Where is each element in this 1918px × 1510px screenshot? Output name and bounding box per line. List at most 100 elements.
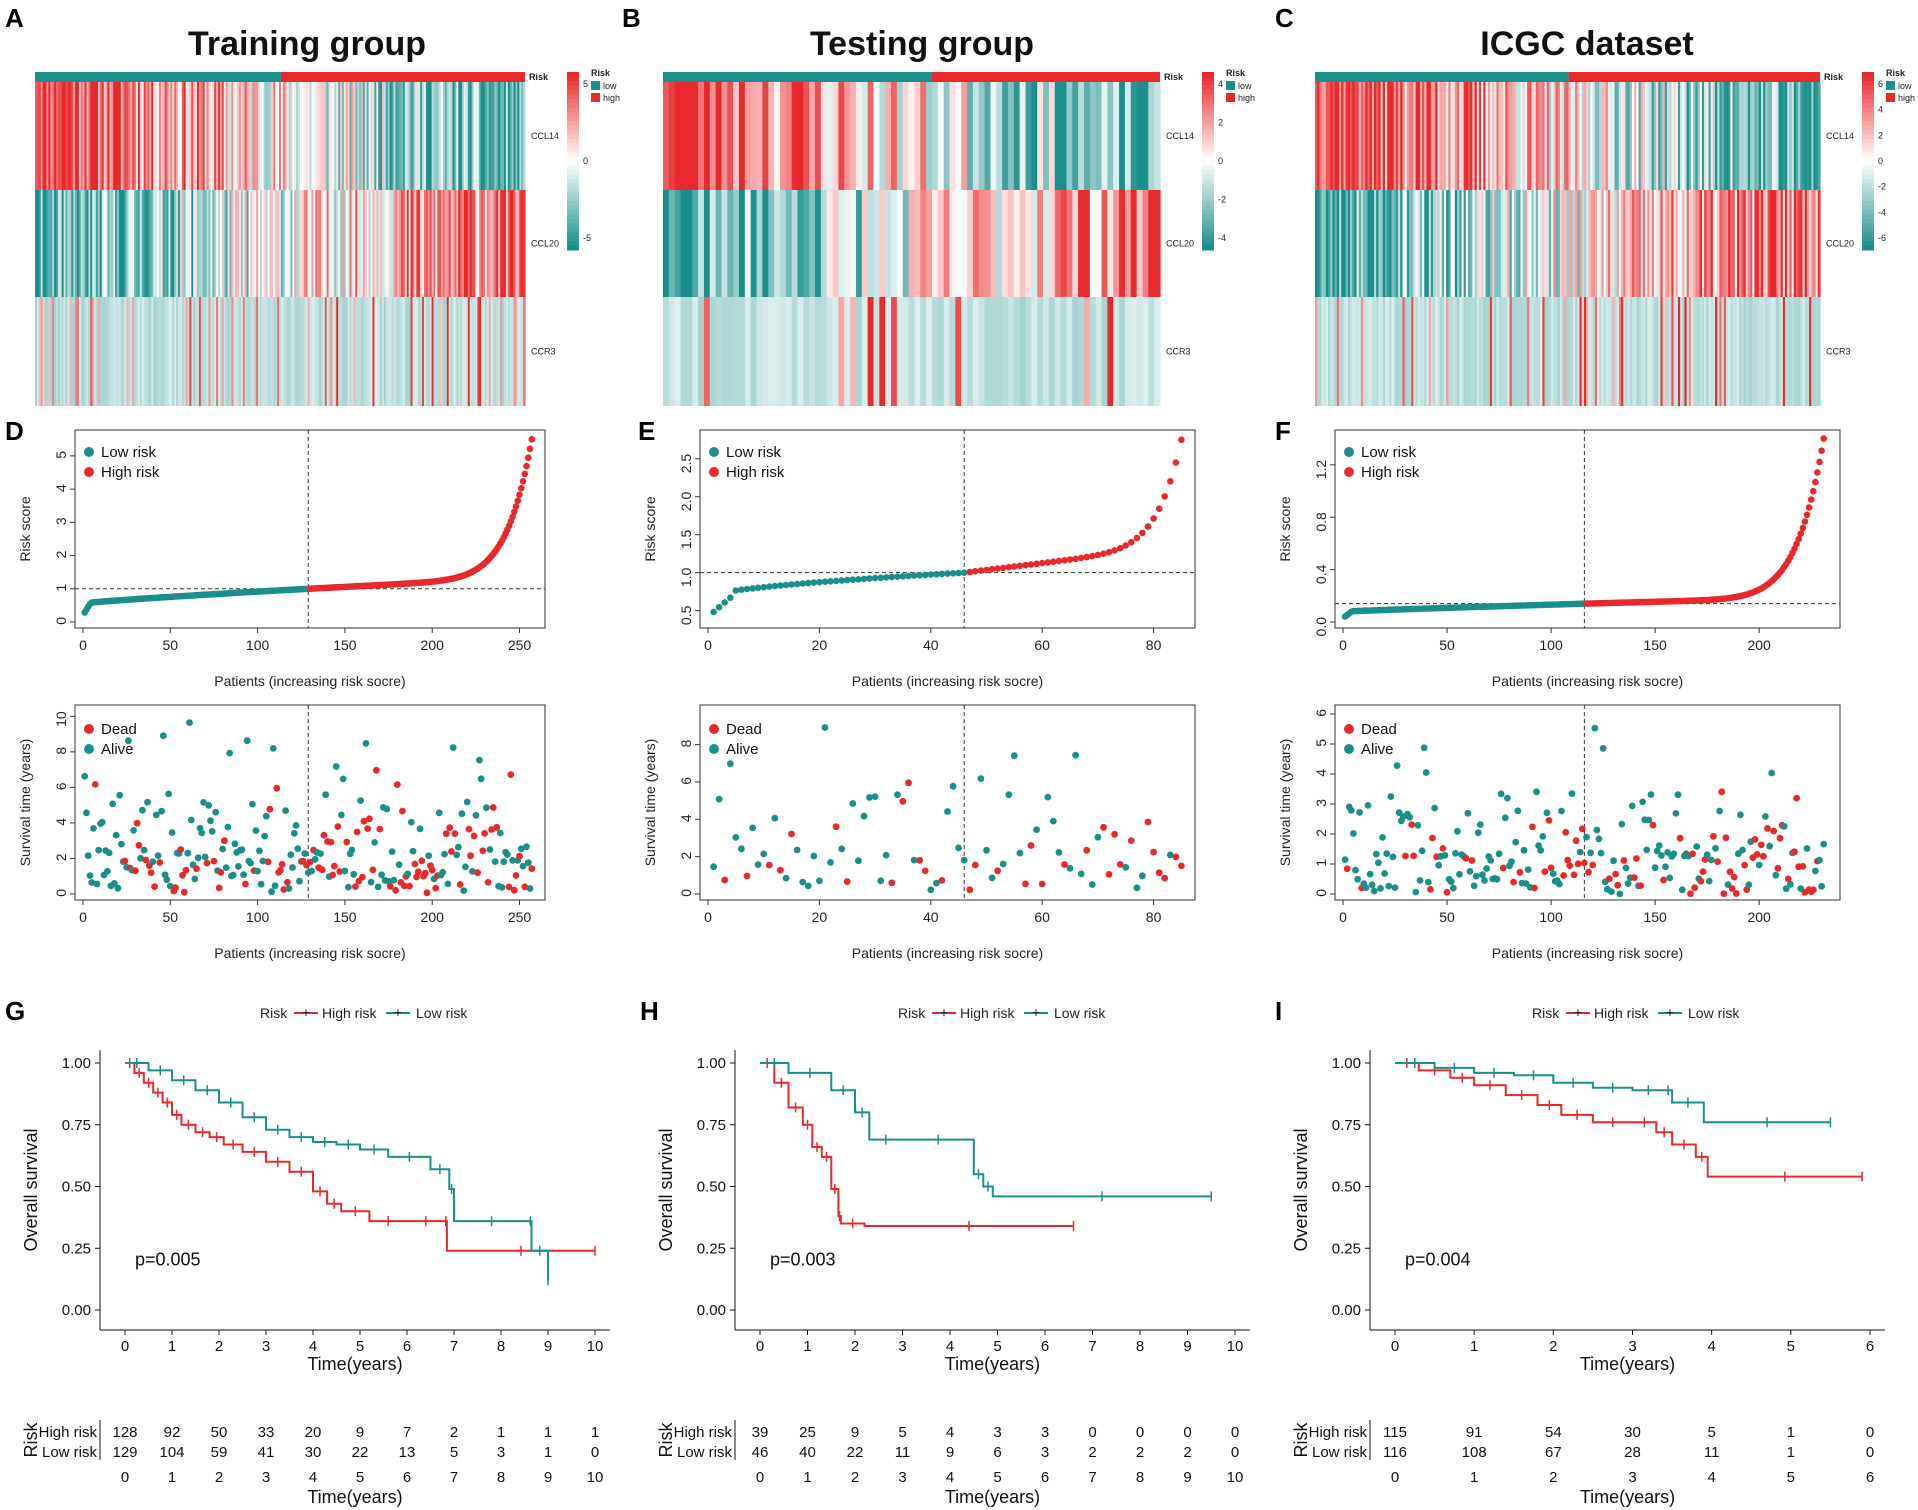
- heatmap-cell: [721, 82, 728, 190]
- heatmap-cell: [1581, 82, 1585, 190]
- survival-point: [1150, 848, 1157, 856]
- colorbar-step: [567, 116, 579, 122]
- heatmap-cell: [1347, 82, 1351, 190]
- heatmap-cell: [290, 82, 293, 190]
- heatmap-cell: [838, 190, 845, 297]
- heatmap-cell: [1599, 190, 1602, 297]
- heatmap-cell: [1433, 82, 1436, 190]
- legend-item-high: high: [1898, 93, 1915, 103]
- survival-point: [1364, 802, 1372, 809]
- table-cell-low: 116: [1383, 1444, 1407, 1461]
- survival-point: [1570, 871, 1578, 879]
- heatmap-cell: [1572, 82, 1576, 190]
- heatmap-cell: [82, 82, 86, 190]
- survival-point: [500, 858, 508, 866]
- risk-points: [81, 436, 536, 616]
- survival-point: [292, 822, 300, 829]
- survival-point: [1610, 857, 1617, 865]
- heatmap-cell: [1406, 82, 1410, 190]
- survival-point: [404, 870, 412, 878]
- heatmap-cell: [435, 297, 438, 406]
- table-cell-low: 13: [399, 1444, 416, 1461]
- heatmap-cell: [1380, 82, 1384, 190]
- survival-point: [345, 883, 352, 891]
- heatmap-cell: [469, 82, 473, 190]
- heatmap-cell: [1452, 297, 1456, 406]
- heatmap-cell: [1341, 297, 1345, 406]
- survival-point: [1678, 886, 1686, 894]
- x-tick-label: 100: [1539, 637, 1563, 653]
- heatmap-cell: [511, 82, 515, 190]
- heatmap-cell: [1387, 82, 1390, 190]
- survival-point: [385, 877, 392, 885]
- heatmap-cell: [1623, 297, 1627, 406]
- heatmap-cell: [320, 190, 324, 297]
- table-x-tick-label: 7: [1088, 1469, 1096, 1486]
- heatmap-cell: [284, 82, 288, 190]
- heatmap-cell: [231, 190, 234, 297]
- x-tick-label: 10: [587, 1338, 604, 1355]
- heatmap-cell: [1653, 82, 1657, 190]
- risk-point: [721, 599, 728, 606]
- heatmap-cell: [972, 82, 980, 190]
- heatmap-cell: [36, 297, 40, 406]
- heatmap-cell: [1551, 297, 1554, 406]
- x-tick-label: 200: [421, 909, 445, 925]
- heatmap-cell: [996, 297, 1003, 406]
- risk-point: [938, 570, 946, 578]
- heatmap-cell: [1697, 190, 1701, 297]
- heatmap-cell: [955, 297, 962, 406]
- heatmap-cell: [210, 297, 213, 406]
- colorbar-step: [1862, 236, 1874, 242]
- heatmap-cell: [505, 297, 509, 406]
- risk-point: [1105, 548, 1113, 556]
- survival-point: [317, 850, 324, 857]
- heatmap-cell: [300, 190, 303, 297]
- heatmap-cell: [1785, 297, 1788, 406]
- heatmap-cell: [218, 82, 221, 190]
- survival-point: [1658, 852, 1665, 859]
- survival-point: [364, 825, 371, 832]
- heatmap-cell: [1691, 190, 1694, 297]
- colorbar-step: [567, 223, 579, 229]
- survival-point: [84, 852, 92, 859]
- heatmap-cell: [739, 297, 746, 406]
- panel-label-A: A: [5, 3, 24, 33]
- heatmap-cell: [206, 297, 210, 406]
- heatmap-cell: [227, 82, 231, 190]
- heatmap-cell: [1461, 190, 1465, 297]
- heatmap-cell: [1540, 82, 1543, 190]
- heatmap-cell: [1367, 82, 1371, 190]
- heatmap-cell: [1583, 82, 1587, 190]
- heatmap-cell: [1054, 190, 1062, 297]
- heatmap-cell: [1719, 297, 1723, 406]
- heatmap-cell: [259, 190, 263, 297]
- survival-point: [399, 807, 406, 815]
- heatmap-cell: [850, 82, 857, 190]
- survival-point: [1504, 794, 1511, 802]
- risk-point: [966, 568, 974, 576]
- table-x-tick-label: 8: [1136, 1469, 1144, 1486]
- heatmap-cell: [1433, 297, 1436, 406]
- heatmap-cell: [873, 297, 880, 406]
- heatmap-cell: [126, 297, 130, 406]
- panel-label-B: B: [622, 3, 641, 33]
- heatmap-cell: [1817, 297, 1821, 406]
- heatmap-cell: [42, 190, 46, 297]
- heatmap-cell: [1317, 297, 1320, 406]
- heatmap-cell: [861, 297, 869, 406]
- heatmap-cell: [1817, 82, 1821, 190]
- heatmap-cell: [250, 190, 253, 297]
- survival-point: [269, 745, 277, 752]
- heatmap-cell: [879, 190, 886, 297]
- risk-point: [1818, 447, 1825, 455]
- row-label-ccl14: CCL14: [1166, 131, 1194, 141]
- heatmap-cell: [908, 297, 916, 406]
- colorbar-step: [1862, 112, 1874, 117]
- heatmap-cell: [355, 297, 358, 406]
- heatmap-cell: [1669, 190, 1672, 297]
- heatmap-cell: [250, 82, 253, 190]
- y-tick-label: 6: [1313, 709, 1329, 717]
- y-tick-label: 1.2: [1313, 460, 1329, 480]
